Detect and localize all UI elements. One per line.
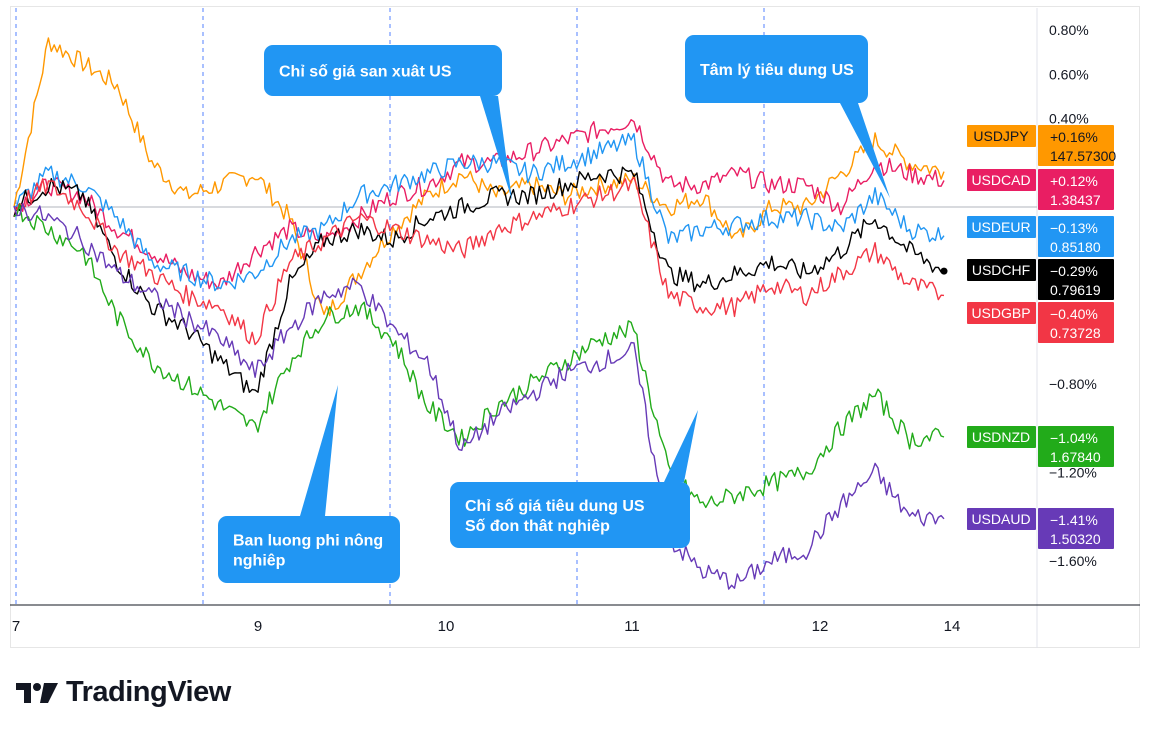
callout-text-nfp: Ban luong phi nông	[233, 533, 383, 550]
tradingview-wordmark: TradingView	[66, 676, 231, 708]
series-value-tag	[1038, 426, 1114, 467]
callout-text-cpi: Chỉ số giá tiêu dung US	[465, 498, 645, 515]
callout-text-nfp: nghiêp	[233, 553, 286, 570]
callout-text-ppi: Chỉ số giá san xuât US	[279, 64, 452, 81]
series-line-usdaud	[13, 202, 945, 590]
x-tick-label: 11	[624, 618, 640, 635]
series-name-tag	[967, 302, 1036, 324]
series-change-label: −0.40%	[1050, 306, 1098, 322]
series-value-tag	[1038, 302, 1114, 343]
series-name-label: USDEUR	[971, 219, 1030, 235]
series-price-label: 0.73728	[1050, 325, 1101, 341]
series-line-usdgbp	[13, 176, 945, 346]
callout-box-nfp	[218, 516, 400, 583]
y-tick-label: −1.20%	[1049, 464, 1097, 480]
callout-box-cpi	[450, 482, 690, 548]
callout-pointer-sentiment	[840, 103, 890, 198]
callout-text-cpi: Số đon thât nghiêp	[465, 518, 610, 535]
series-change-label: −0.13%	[1050, 220, 1098, 236]
x-tick-label: 10	[438, 618, 455, 635]
series-change-label: +0.16%	[1050, 129, 1098, 145]
y-tick-label: 0.60%	[1049, 66, 1089, 82]
tradingview-mark-icon	[16, 682, 58, 703]
series-price-label: 147.57300	[1050, 148, 1116, 164]
y-tick-label: −0.80%	[1049, 376, 1097, 392]
series-change-label: −1.04%	[1050, 430, 1098, 446]
tradingview-logo[interactable]: TradingView	[14, 676, 231, 709]
callout-pointer-nfp	[300, 385, 338, 516]
series-price-label: 1.50320	[1050, 531, 1101, 547]
series-name-tag	[967, 426, 1036, 448]
series-name-tag	[967, 259, 1036, 281]
callout-box-sentiment	[685, 35, 868, 103]
callout-text-sentiment: Tâm lý tiêu dung US	[700, 62, 854, 79]
series-line-usdeur	[13, 132, 945, 292]
series-change-label: −1.41%	[1050, 512, 1098, 528]
series-name-label: USDNZD	[972, 429, 1030, 445]
chart-frame	[10, 6, 1140, 648]
series-change-label: −0.29%	[1050, 263, 1098, 279]
series-value-tag	[1038, 259, 1114, 300]
series-price-label: 0.85180	[1050, 239, 1101, 255]
series-name-tag	[967, 169, 1036, 191]
series-line-usdnzd	[13, 203, 945, 509]
series-name-tag	[967, 125, 1036, 147]
series-name-label: USDAUD	[971, 511, 1030, 527]
series-name-tag	[967, 508, 1036, 530]
x-tick-label: 9	[254, 618, 262, 635]
series-name-tag	[967, 216, 1036, 238]
usdchf-last-point	[940, 267, 948, 275]
callout-pointer-cpi	[664, 410, 698, 482]
series-name-label: USDGBP	[971, 305, 1030, 321]
series-price-label: 1.67840	[1050, 449, 1101, 465]
x-tick-label: 7	[12, 618, 20, 635]
series-value-tag	[1038, 169, 1114, 210]
callout-pointer-ppi	[480, 96, 512, 200]
series-name-label: USDJPY	[973, 128, 1029, 144]
series-value-tag	[1038, 216, 1114, 257]
y-tick-label: 0.80%	[1049, 22, 1089, 38]
series-price-label: 1.38437	[1050, 192, 1101, 208]
x-tick-label: 12	[812, 618, 829, 635]
series-line-usdchf	[13, 166, 945, 393]
series-name-label: USDCAD	[971, 172, 1030, 188]
x-tick-label: 14	[944, 618, 961, 635]
series-change-label: +0.12%	[1050, 173, 1098, 189]
series-value-tag	[1038, 125, 1114, 166]
series-name-label: USDCHF	[972, 262, 1030, 278]
series-price-label: 0.79619	[1050, 282, 1101, 298]
series-value-tag	[1038, 508, 1114, 549]
y-tick-label: −1.60%	[1049, 553, 1097, 569]
series-line-usdjpy	[13, 37, 945, 317]
callout-box-ppi	[264, 45, 502, 96]
y-tick-label: 0.40%	[1049, 111, 1089, 127]
